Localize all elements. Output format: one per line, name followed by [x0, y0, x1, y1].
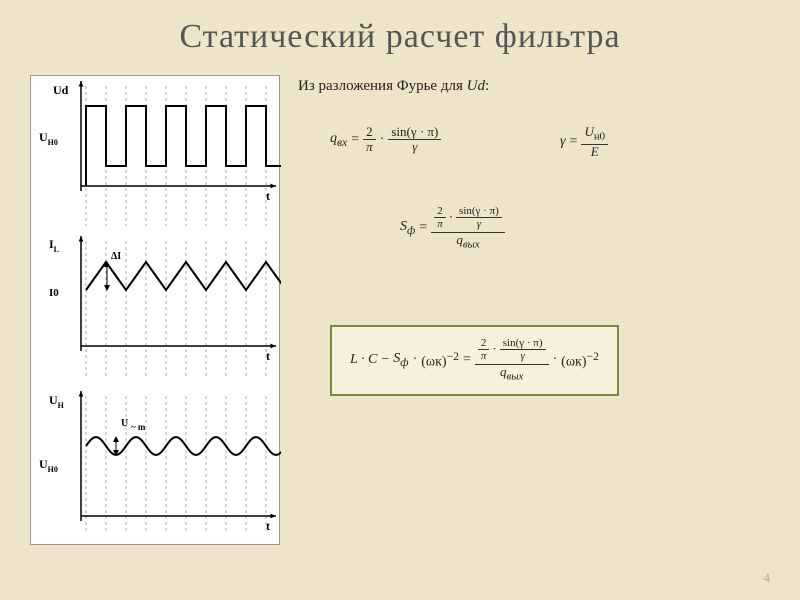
equals-sign: = — [419, 220, 427, 236]
svg-text:UН0: UН0 — [39, 130, 58, 147]
slide-title: Статический расчет фильтра — [0, 0, 800, 56]
subtitle-prefix: Из разложения Фурье для — [298, 78, 467, 94]
equals-sign: = — [351, 132, 359, 148]
eq-sphi: Sф = 2 π · sin(γ · π) γ qвых — [400, 205, 505, 252]
dot: · — [380, 132, 385, 148]
svg-text:UН: UН — [49, 393, 65, 410]
minus-sign: − — [381, 352, 389, 368]
omega-term: (ωк)−2 — [421, 350, 459, 371]
fourier-subtitle: Из разложения Фурье для Ud: — [298, 78, 489, 95]
rhs-big-frac: 2 π · sin(γ · π) γ qвых — [475, 337, 549, 384]
svg-text:ΔI: ΔI — [111, 251, 121, 262]
eq-gamma: γ = Uн0 E — [560, 125, 608, 159]
svg-text:Ud: Ud — [53, 83, 69, 97]
omega-term2: (ωк)−2 — [561, 350, 599, 371]
content-area: Ud UН0 t IL I0 ΔI t UН UН0 U~ m t Из разложения Фу… — [0, 70, 800, 600]
frac-sin-gamma: sin(γ · π) γ — [388, 125, 441, 155]
graphs-panel: Ud UН0 t IL I0 ΔI t UН UН0 U~ m t — [30, 75, 280, 545]
dot: · — [413, 352, 418, 368]
sphi-lhs: Sф — [400, 219, 415, 237]
subtitle-var: Ud — [467, 78, 485, 94]
svg-text:UН0: UН0 — [39, 457, 58, 474]
gamma-lhs: γ — [560, 134, 566, 150]
qin-lhs: qвх — [330, 131, 347, 149]
equals-sign: = — [463, 352, 471, 368]
equals-sign: = — [570, 134, 578, 150]
dot2: · — [553, 352, 558, 368]
svg-text:t: t — [266, 349, 270, 363]
svg-text:I0: I0 — [49, 287, 59, 299]
svg-text:~ m: ~ m — [131, 422, 146, 432]
svg-text:t: t — [266, 519, 270, 533]
lc-term: L · C — [350, 352, 377, 368]
eq-lc: L · C − Sф · (ωк)−2 = 2 π · sin(γ · π) γ — [350, 337, 599, 384]
page-number: 4 — [764, 570, 771, 586]
frac-uh0-e: Uн0 E — [581, 125, 608, 159]
subtitle-suffix: : — [485, 78, 489, 94]
svg-text:IL: IL — [49, 237, 59, 254]
svg-text:U: U — [121, 418, 128, 429]
eq-lc-box: L · C − Sф · (ωк)−2 = 2 π · sin(γ · π) γ — [330, 325, 619, 396]
eq-qin: qвх = 2 π · sin(γ · π) γ — [330, 125, 441, 155]
big-frac: 2 π · sin(γ · π) γ qвых — [431, 205, 505, 252]
sphi-term: Sф — [393, 351, 408, 369]
waveform-diagram: Ud UН0 t IL I0 ΔI t UН UН0 U~ m t — [31, 76, 281, 546]
frac-2-pi: 2 π — [363, 125, 376, 155]
svg-text:t: t — [266, 189, 270, 203]
